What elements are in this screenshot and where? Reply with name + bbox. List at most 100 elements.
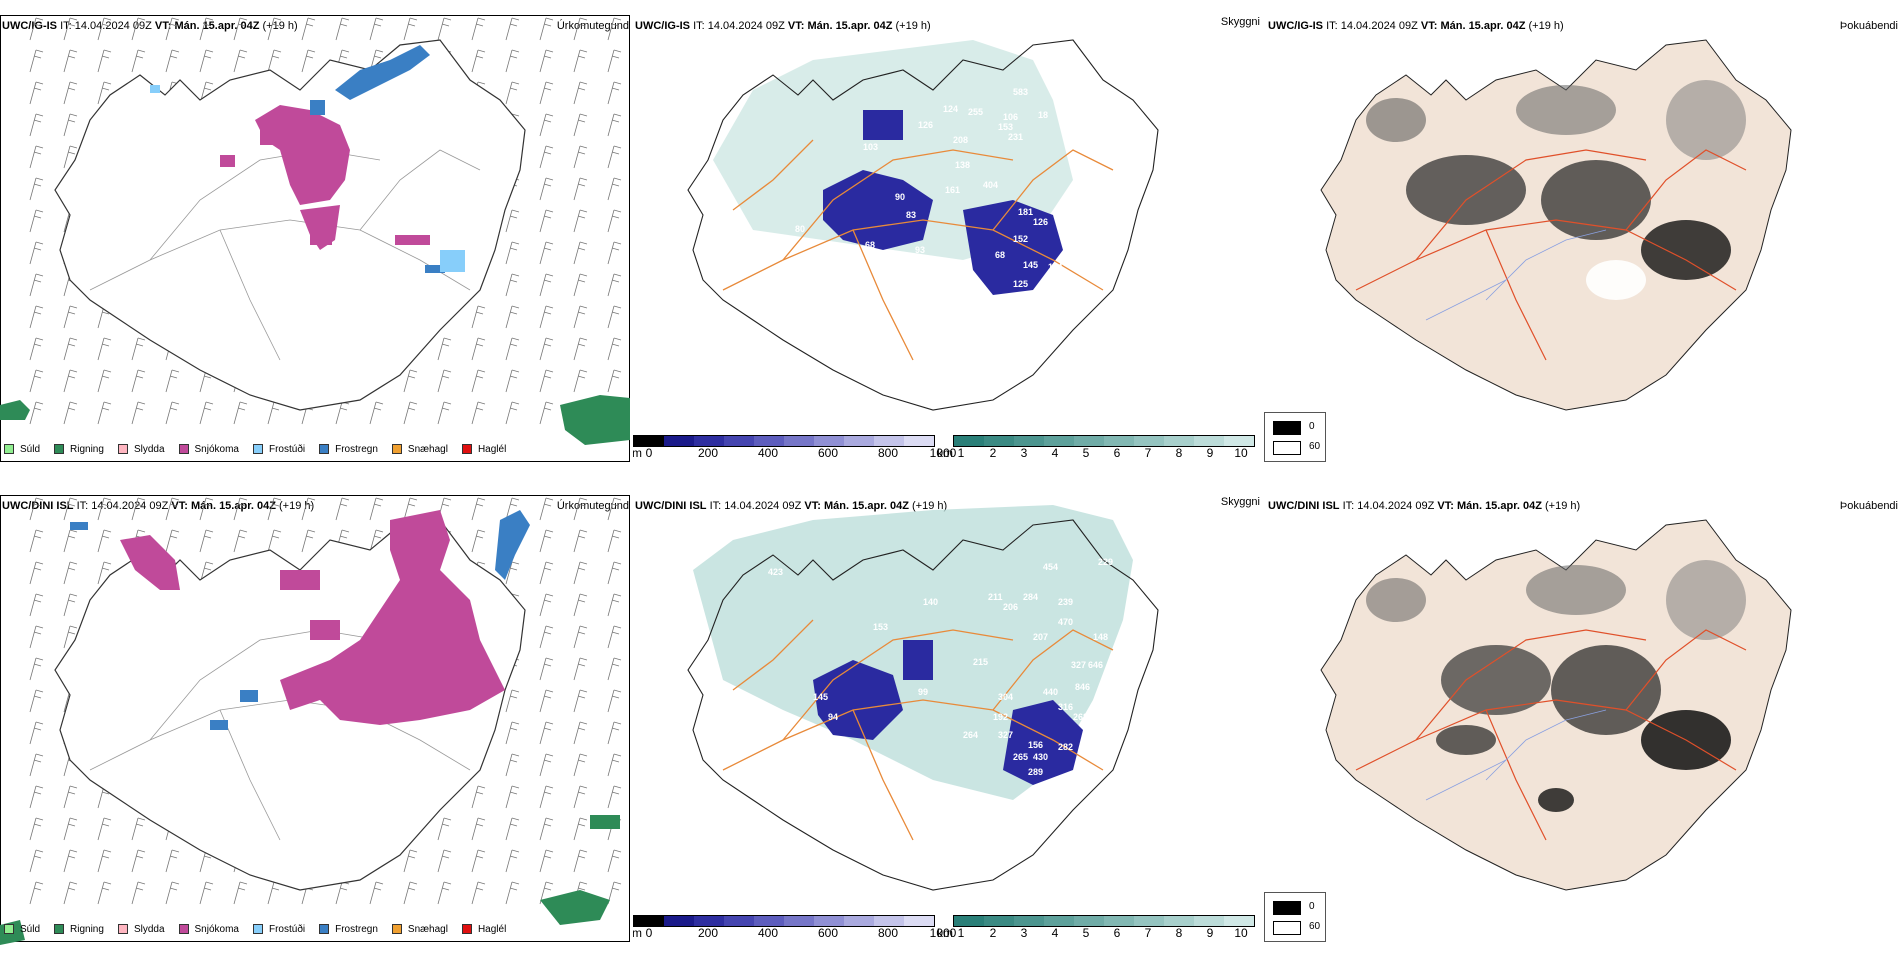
- wind-barb-icon: [539, 657, 554, 681]
- valid-label: VT:: [171, 500, 188, 512]
- vis-value: 583: [1013, 87, 1028, 97]
- wind-barb-icon: [607, 241, 622, 265]
- rivers: [1425, 709, 1607, 801]
- wind-barb-icon: [505, 369, 520, 393]
- wind-barb-icon: [539, 401, 554, 425]
- vis-value: 208: [953, 135, 968, 145]
- wind-barb-icon: [63, 113, 78, 137]
- colorbar-segment: [844, 436, 874, 446]
- wind-barb-icon: [539, 113, 554, 137]
- wind-barb-icon: [539, 145, 554, 169]
- wind-barb-icon: [301, 17, 316, 41]
- wind-barb-icon: [505, 305, 520, 329]
- wind-barb-icon: [607, 721, 622, 745]
- vis-value: 846: [1075, 682, 1090, 692]
- swatch: [4, 444, 14, 454]
- colorbar-segment: [984, 436, 1014, 446]
- wind-barb-icon: [471, 785, 486, 809]
- legend-label: Snæhagl: [407, 443, 448, 455]
- wind-barb-icon: [607, 881, 622, 905]
- visibility-km-colorbar: [953, 435, 1255, 447]
- legend-label: Frostregn: [335, 923, 378, 935]
- colorbar-segment: [754, 916, 784, 926]
- wind-barb-icon: [29, 273, 44, 297]
- wind-barb-icon: [29, 113, 44, 137]
- fog-index-panel: UWC/IG-IS IT: 14.04.2024 09Z VT: Mán. 15…: [1266, 0, 1900, 480]
- vis-value: 282: [1058, 742, 1073, 752]
- wind-barb-icon: [233, 497, 248, 521]
- swatch: [252, 924, 263, 934]
- wind-barb-icon: [165, 849, 180, 873]
- unit-label: m: [633, 926, 642, 940]
- wind-barb-icon: [505, 209, 520, 233]
- iceland-outline: [54, 39, 526, 411]
- visibility-haze: [713, 40, 1073, 260]
- wind-barb-icon: [573, 337, 588, 361]
- vis-value: 153: [998, 122, 1013, 132]
- wind-barb-icon: [573, 81, 588, 105]
- legend-label: 0: [1309, 901, 1315, 912]
- vis-value: 646: [1088, 660, 1103, 670]
- wind-barb-icon: [539, 369, 554, 393]
- wind-barb-icon: [505, 881, 520, 905]
- colorbar-segment: [814, 916, 844, 926]
- lead-time: (+19 h): [912, 500, 948, 512]
- vis-value: 152: [1013, 234, 1028, 244]
- vis-value: 124: [943, 104, 958, 114]
- wind-barb-icon: [29, 49, 44, 73]
- swatch: [461, 444, 472, 454]
- vis-value: 134: [1038, 287, 1053, 297]
- legend-label: Snæhagl: [407, 923, 448, 935]
- wind-barb-icon: [199, 881, 214, 905]
- wind-barb-icon: [63, 145, 78, 169]
- wind-barb-icon: [369, 881, 384, 905]
- vis-value: 470: [1058, 617, 1073, 627]
- wind-barb-icon: [573, 689, 588, 713]
- wind-barb-icon: [539, 241, 554, 265]
- wind-barb-icon: [165, 497, 180, 521]
- wind-barb-icon: [131, 17, 146, 41]
- vis-value: 268: [1073, 712, 1088, 722]
- vis-value: 126: [918, 120, 933, 130]
- wind-barb-icon: [63, 305, 78, 329]
- tick-label: 9: [1206, 926, 1214, 940]
- tick-label: 6: [1113, 926, 1121, 940]
- valid-time: Mán. 15.apr. 04Z: [807, 20, 893, 32]
- wind-barb-icon: [607, 145, 622, 169]
- colorbar-segment: [1044, 916, 1074, 926]
- wind-barb-icon: [505, 689, 520, 713]
- tick-label: 8: [1175, 926, 1183, 940]
- wind-barb-icon: [573, 369, 588, 393]
- freezing-drizzle-area: [150, 85, 465, 272]
- wind-barb-icon: [437, 337, 452, 361]
- vis-value: 229: [1098, 557, 1113, 567]
- wind-barb-icon: [539, 689, 554, 713]
- wind-barb-icon: [63, 369, 78, 393]
- vis-value: 404: [983, 180, 998, 190]
- colorbar-segment: [724, 916, 754, 926]
- wind-barb-icon: [199, 401, 214, 425]
- swatch: [4, 924, 14, 934]
- colorbar-segment: [754, 436, 784, 446]
- wind-barb-icon: [63, 817, 78, 841]
- vis-value: 18: [1038, 110, 1048, 120]
- precip-type-legend: Súld Rigning Slydda Snjókoma Frostúði Fr…: [4, 441, 520, 457]
- wind-barb-icon: [607, 529, 622, 553]
- wind-barb-icon: [29, 657, 44, 681]
- tick-label: 7: [1144, 446, 1152, 460]
- wind-barb-icon: [199, 497, 214, 521]
- wind-barb-icon: [471, 817, 486, 841]
- vis-value: 192: [993, 712, 1008, 722]
- colorbar-segment: [1074, 436, 1104, 446]
- wind-barb-icon: [539, 753, 554, 777]
- roads: [1355, 149, 1747, 361]
- precip-type-panel: UWC/DINI ISL IT: 14.04.2024 09Z VT: Mán.…: [0, 480, 633, 960]
- legend-label: Frostúði: [268, 443, 306, 455]
- wind-barb-icon: [607, 561, 622, 585]
- wind-barb-icon: [165, 529, 180, 553]
- model-name: UWC/IG-IS: [635, 20, 690, 32]
- visibility-values: 423 454 229 211 284 239 206 153 140 215 …: [768, 557, 1113, 777]
- panel-title: Þokuábendi: [1839, 20, 1898, 32]
- wind-barb-icon: [573, 849, 588, 873]
- valid-time: Mán. 15.apr. 04Z: [190, 500, 276, 512]
